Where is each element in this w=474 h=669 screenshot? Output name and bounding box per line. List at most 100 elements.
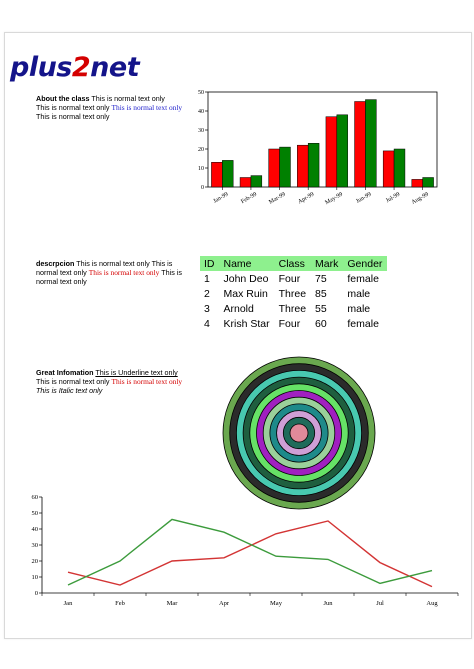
table-header-row: ID Name Class Mark Gender: [200, 256, 388, 271]
bar: [422, 177, 434, 188]
table-cell: Krish Star: [223, 317, 270, 330]
table-row: 3 Arnold Three 55 male: [200, 301, 387, 316]
bar: [239, 177, 252, 188]
table-cell: 55: [315, 302, 327, 315]
x-tick-label: Mar-99: [268, 192, 286, 206]
x-tick-label: Apr-99: [297, 192, 315, 206]
table-row: 1 John Deo Four 75 female: [200, 271, 387, 286]
description-heading: descrpcion: [36, 259, 75, 268]
bar: [382, 150, 395, 188]
x-tick-label: Jul: [376, 600, 384, 607]
x-tick-label: May-99: [324, 192, 343, 207]
x-tick-label: Jan: [64, 600, 73, 607]
table-header-gender: Gender: [343, 256, 388, 271]
x-tick-label: May: [270, 600, 283, 607]
y-tick-label: 10: [198, 166, 204, 172]
bar: [268, 148, 280, 188]
bar: [222, 160, 234, 188]
bar: [279, 146, 291, 188]
table-cell: Four: [278, 317, 301, 330]
table-cell: male: [347, 287, 371, 300]
x-tick-label: Feb-99: [240, 192, 258, 206]
y-tick-label: 30: [32, 542, 39, 549]
y-tick-label: 50: [32, 510, 39, 517]
bar: [250, 175, 263, 188]
y-tick-label: 0: [201, 185, 204, 191]
table-cell: Arnold: [223, 302, 254, 315]
x-tick-label: Jun-99: [355, 192, 372, 205]
info-block: Great Infomation This is Underline text …: [36, 368, 206, 395]
bar: [297, 144, 309, 188]
table-cell: 3: [204, 302, 210, 315]
about-heading: About the class: [36, 94, 90, 103]
ring: [289, 423, 309, 443]
table-cell: 1: [204, 272, 210, 285]
table-header-id: ID: [200, 256, 220, 271]
bar: [393, 148, 406, 188]
about-text-1: This is normal text only: [91, 94, 165, 103]
info-italic-text: This is Italic text only: [36, 386, 103, 395]
y-tick-label: 20: [32, 558, 39, 565]
table-cell: Three: [278, 302, 307, 315]
y-tick-label: 40: [32, 526, 39, 533]
table-cell: Three: [278, 287, 307, 300]
table-cell: 4: [204, 317, 210, 330]
student-table: ID Name Class Mark Gender 1 John Deo Four 75 fem…: [200, 256, 388, 331]
y-tick-label: 40: [198, 109, 204, 115]
y-tick-label: 30: [198, 128, 204, 134]
bar-chart: 0 10 20 30 40 50 Jan-99 Feb-99 Mar-99 Apr-99 May-9…: [198, 90, 438, 207]
x-tick-label: Apr: [219, 600, 230, 607]
about-block: About the class This is normal text only…: [36, 94, 196, 121]
table-cell: John Deo: [223, 272, 269, 285]
y-tick-label: 0: [35, 590, 38, 597]
table-cell: 75: [315, 272, 327, 285]
site-logo[interactable]: plus2net: [10, 52, 140, 83]
y-tick-label: 20: [198, 147, 204, 153]
x-tick-label: Jul-99: [385, 192, 401, 205]
info-heading: Great Infomation: [36, 368, 94, 377]
info-underline-text: This is Underline text only: [95, 368, 178, 377]
table-row: 4 Krish Star Four 60 female: [200, 316, 387, 331]
series-line: [67, 518, 433, 586]
y-tick-label: 50: [198, 90, 204, 96]
x-tick-label: Jan-99: [212, 192, 229, 205]
bar: [211, 162, 223, 188]
info-text-red: This is normal text only: [111, 377, 183, 386]
description-text-red: This is normal text only: [88, 268, 160, 277]
x-tick-label: Feb: [115, 600, 125, 607]
table-header-class: Class: [274, 256, 312, 271]
description-block: descrpcion This is normal text only This…: [36, 259, 194, 286]
document-page: [4, 32, 472, 639]
y-tick-label: 10: [32, 574, 39, 581]
table-cell: female: [347, 272, 379, 285]
bar: [325, 116, 338, 188]
bar: [336, 114, 348, 188]
description-text-3: This is normal text only: [36, 268, 183, 286]
table-cell: 85: [315, 287, 327, 300]
info-text-1: This is normal text only: [36, 377, 110, 386]
bar: [365, 99, 377, 188]
x-tick-label: Aug-99: [411, 192, 430, 206]
table-cell: Max Ruin: [223, 287, 268, 300]
table-cell: 2: [204, 287, 210, 300]
table-header-mark: Mark: [311, 256, 344, 271]
table-cell: 60: [315, 317, 327, 330]
bar: [307, 143, 320, 188]
about-text-blue: This is normal text only: [111, 103, 183, 112]
concentric-ring-chart: [222, 356, 376, 510]
description-text-1: This is normal text only This is normal …: [36, 259, 173, 277]
x-tick-label: Mar: [167, 600, 179, 607]
about-text-2: This is normal text only: [36, 103, 110, 112]
bar: [411, 179, 423, 188]
about-text-4: This is normal text only: [36, 112, 110, 121]
line-chart: 0 10 20 30 40 50 60 Jan Feb Mar Apr May Jun Jul Aug: [32, 494, 459, 607]
bar: [354, 101, 366, 188]
table-row: 2 Max Ruin Three 85 male: [200, 286, 387, 301]
series-line: [67, 520, 433, 588]
table-header-name: Name: [219, 256, 275, 271]
x-tick-label: Jun: [323, 600, 333, 607]
x-tick-label: Aug: [426, 600, 438, 607]
table-cell: male: [347, 302, 371, 315]
table-cell: female: [347, 317, 379, 330]
bar-plot-frame: [207, 91, 438, 188]
